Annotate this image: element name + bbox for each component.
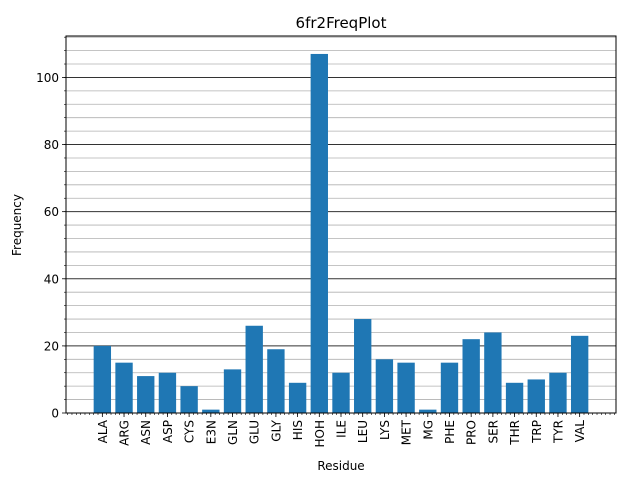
bar-gly (267, 349, 285, 413)
x-tick-label: PRO (465, 420, 479, 445)
bar-gln (223, 369, 242, 413)
x-tick-label: ARG (118, 420, 132, 446)
y-tick-label: 20 (44, 339, 59, 353)
x-tick-label: GLY (269, 419, 283, 441)
x-tick-label: GLU (248, 420, 262, 444)
bar-hoh (310, 53, 328, 413)
x-tick-label: LEU (356, 420, 370, 443)
bar-mg (419, 409, 437, 413)
x-tick-label: TRP (530, 420, 544, 444)
bar-phe (440, 362, 459, 413)
bar-cys (180, 386, 198, 413)
bar-series (93, 53, 589, 413)
x-tick-label: SER (486, 420, 500, 444)
y-tick-label: 80 (44, 138, 59, 152)
bar-trp (527, 379, 545, 413)
bar-met (397, 362, 415, 413)
chart-title: 6fr2FreqPlot (296, 14, 387, 32)
x-tick-label: GLN (226, 420, 240, 445)
x-tick-label: VAL (573, 420, 587, 443)
x-axis-label: Residue (317, 459, 364, 473)
bar-ser (484, 332, 502, 413)
y-axis-label: Frequency (10, 194, 24, 256)
bar-his (288, 382, 307, 413)
bar-ile (332, 372, 350, 413)
x-tick-label: ALA (96, 419, 110, 443)
bar-pro (462, 339, 480, 413)
y-tick-label: 60 (44, 205, 59, 219)
x-tick-label: PHE (443, 420, 457, 444)
grid-lines (66, 36, 616, 400)
bar-e3n (202, 409, 220, 413)
bar-tyr (549, 372, 567, 413)
bar-ala (93, 345, 112, 413)
x-tick-label: HIS (291, 420, 305, 440)
x-tick-label: MET (400, 419, 414, 445)
x-tick-label: ILE (335, 420, 349, 438)
x-tick-label: LYS (378, 420, 392, 440)
x-tick-label: THR (508, 420, 522, 446)
bar-val (570, 335, 589, 413)
x-tick-label: HOH (313, 420, 327, 448)
bar-lys (375, 359, 394, 413)
y-tick-label: 100 (36, 71, 59, 85)
x-tick-label: ASP (161, 420, 175, 443)
x-tick-label: ASN (139, 420, 153, 445)
x-tick-label: TYR (551, 420, 565, 444)
bar-asn (137, 376, 155, 413)
y-tick-label: 0 (51, 407, 59, 421)
x-tick-label: MG (421, 420, 435, 440)
bar-arg (115, 362, 133, 413)
plot-frame (65, 35, 617, 414)
x-tick-label: E3N (204, 420, 218, 444)
y-tick-label: 40 (44, 272, 59, 286)
bar-leu (354, 319, 372, 413)
x-tick-label: CYS (183, 420, 197, 443)
bar-glu (245, 325, 263, 413)
bar-asp (158, 372, 177, 413)
bar-thr (505, 382, 524, 413)
